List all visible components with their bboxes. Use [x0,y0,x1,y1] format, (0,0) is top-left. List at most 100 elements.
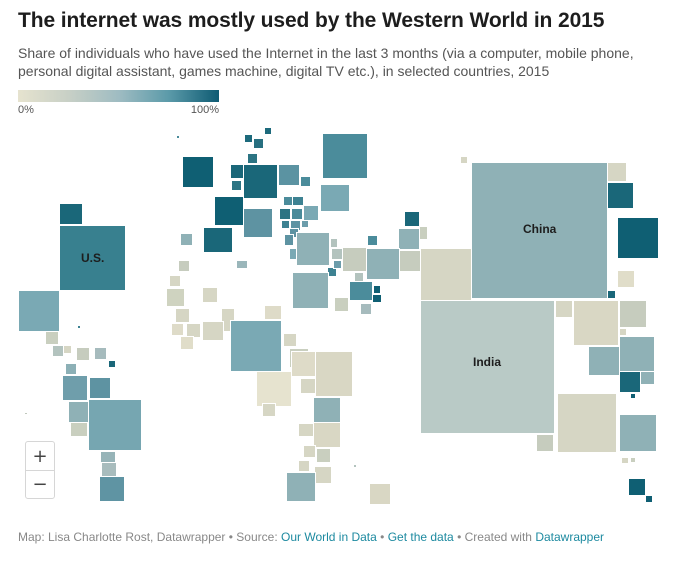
country-square[interactable] [373,285,381,294]
country-square[interactable] [264,305,282,320]
country-square[interactable] [619,371,641,393]
country-square[interactable] [202,321,224,341]
country-square[interactable] [607,290,616,299]
country-square[interactable] [283,333,297,347]
zoom-out-button[interactable]: − [26,470,54,498]
country-square[interactable] [640,371,655,385]
country-square[interactable] [645,495,653,503]
country-square[interactable] [301,220,309,228]
country-square-china[interactable] [471,162,608,299]
country-square[interactable] [333,260,342,269]
country-square[interactable] [296,232,330,266]
country-square[interactable] [281,220,290,229]
country-square[interactable] [342,247,367,272]
country-square[interactable] [460,156,468,164]
country-square[interactable] [292,272,329,309]
country-square[interactable] [262,403,276,417]
country-square[interactable] [284,234,294,246]
country-square[interactable] [557,393,617,453]
country-square[interactable] [180,336,194,350]
country-square[interactable] [349,281,373,301]
country-square[interactable] [621,457,629,464]
country-square[interactable] [65,363,77,375]
country-square[interactable] [555,300,573,318]
country-square[interactable] [607,182,634,209]
country-square-us[interactable] [59,225,126,291]
country-square[interactable] [617,270,635,288]
country-square-map[interactable]: U.S. China India [0,120,676,520]
country-square[interactable] [619,300,647,328]
country-square[interactable] [316,448,331,463]
country-square[interactable] [63,345,72,354]
country-square[interactable] [300,378,316,394]
country-square-india[interactable] [420,300,555,434]
country-square[interactable] [536,434,554,452]
country-square[interactable] [300,176,311,187]
country-square[interactable] [264,127,272,135]
country-square[interactable] [367,235,378,246]
get-data-link[interactable]: Get the data [387,530,454,544]
country-square[interactable] [182,156,214,188]
country-square[interactable] [176,135,180,139]
country-square[interactable] [247,153,258,164]
country-square[interactable] [253,138,264,149]
country-square[interactable] [588,346,620,376]
country-square[interactable] [419,226,428,240]
country-square[interactable] [99,476,125,502]
country-square[interactable] [366,248,400,280]
datawrapper-link[interactable]: Datawrapper [535,530,605,544]
country-square[interactable] [573,300,619,346]
country-square[interactable] [630,393,636,399]
country-square[interactable] [369,483,391,505]
country-square[interactable] [24,412,28,415]
country-square[interactable] [18,290,60,332]
country-square[interactable] [298,423,314,437]
country-square[interactable] [89,377,111,399]
country-square[interactable] [320,184,350,212]
country-square[interactable] [630,457,636,463]
country-square[interactable] [607,162,627,182]
country-square[interactable] [59,203,83,225]
country-square[interactable] [286,472,316,502]
country-square[interactable] [314,466,332,484]
country-square[interactable] [330,238,338,248]
country-square[interactable] [279,208,291,220]
country-square[interactable] [298,460,310,472]
country-square[interactable] [70,422,88,437]
country-square[interactable] [334,297,349,312]
country-square[interactable] [313,397,341,423]
country-square[interactable] [94,347,107,360]
country-square[interactable] [169,275,181,287]
country-square[interactable] [62,375,88,401]
country-square[interactable] [171,323,184,336]
country-square[interactable] [289,248,297,260]
country-square[interactable] [303,445,316,458]
country-square[interactable] [88,399,142,451]
country-square[interactable] [313,422,341,448]
country-square[interactable] [77,325,81,329]
country-square[interactable] [230,320,282,372]
country-square[interactable] [202,287,218,303]
country-square[interactable] [175,308,190,323]
country-square[interactable] [291,208,303,220]
zoom-in-button[interactable]: + [32,445,48,467]
country-square[interactable] [292,196,304,206]
country-square[interactable] [108,360,116,368]
country-square[interactable] [278,164,300,186]
country-square[interactable] [322,133,368,179]
country-square[interactable] [231,180,242,191]
country-square[interactable] [243,208,273,238]
country-square[interactable] [628,478,646,496]
country-square[interactable] [68,401,90,423]
country-square[interactable] [166,288,185,307]
country-square[interactable] [244,134,253,143]
country-square[interactable] [420,248,472,302]
country-square[interactable] [353,464,357,468]
country-square[interactable] [372,294,382,303]
country-square[interactable] [76,347,90,361]
country-square[interactable] [236,260,248,269]
country-square[interactable] [617,217,659,259]
country-square[interactable] [256,371,292,407]
country-square[interactable] [203,227,233,253]
country-square[interactable] [243,164,278,199]
